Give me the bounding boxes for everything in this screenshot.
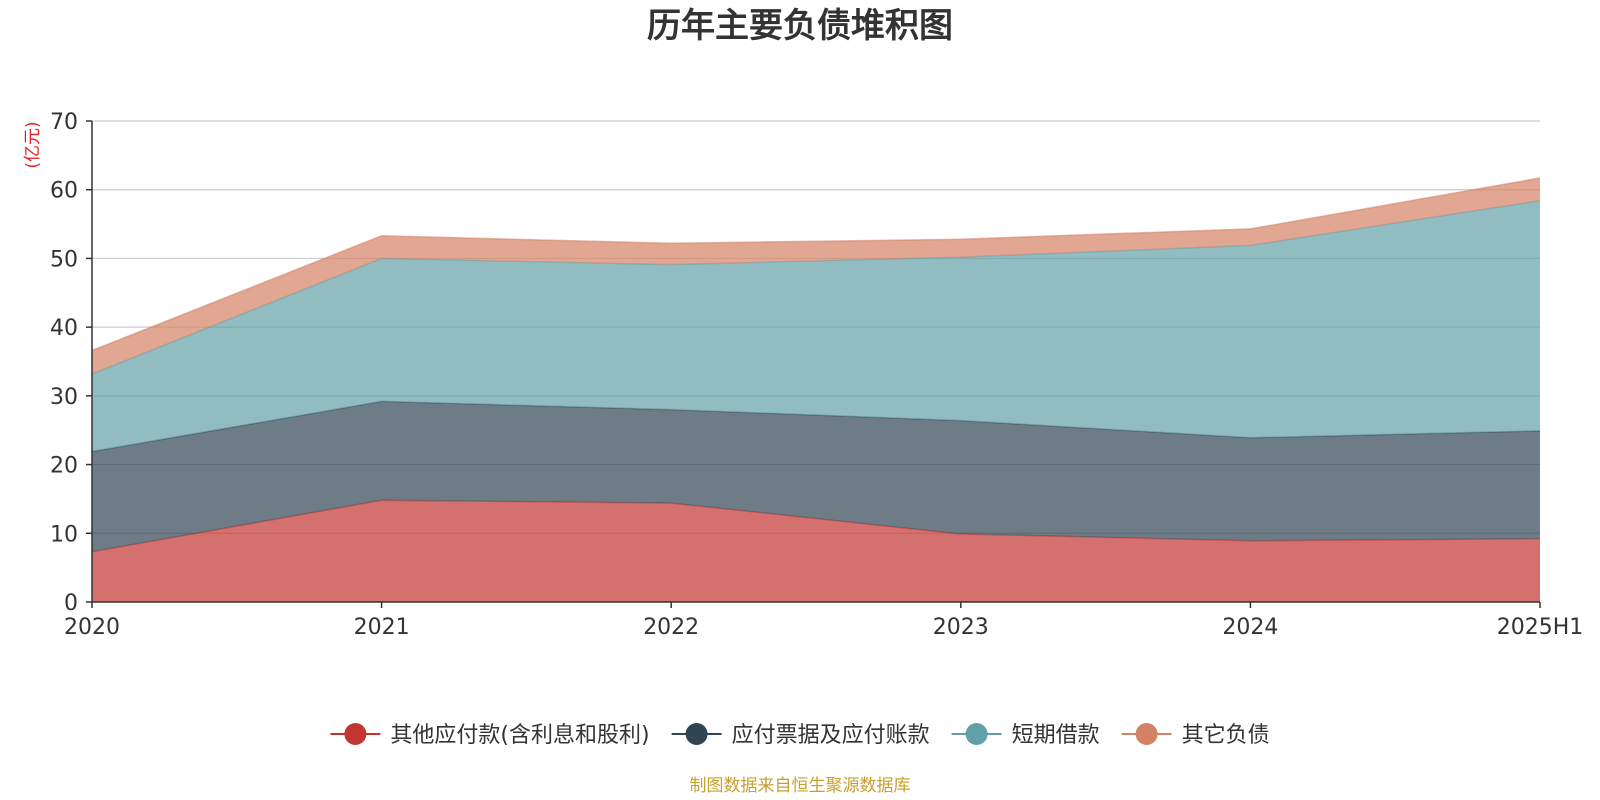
y-tick-label: 60 <box>50 179 78 204</box>
legend-label: 其他应付款(含利息和股利) <box>390 723 649 748</box>
legend-marker <box>685 723 708 745</box>
area-series-3 <box>92 200 1540 452</box>
x-tick-label: 2020 <box>64 615 120 640</box>
source-note: 制图数据来自恒生聚源数据库 <box>690 776 911 796</box>
axes: 0 10 20 30 40 50 60 70 2020 2021 2022 2023 2024 2025H… <box>50 110 1583 640</box>
x-tick-label: 2024 <box>1222 615 1278 640</box>
legend-item-1: 其他应付款(含利息和股利) <box>330 723 650 748</box>
legend-marker <box>965 723 988 745</box>
y-tick-label: 0 <box>64 591 78 616</box>
y-tick-label: 20 <box>50 454 78 479</box>
area-series-1 <box>92 500 1540 602</box>
y-tick-label: 70 <box>50 110 78 135</box>
legend-label: 其它负债 <box>1182 723 1270 748</box>
y-tick-label: 10 <box>50 522 78 547</box>
y-axis-unit: (亿元) <box>23 121 43 168</box>
y-tick-label: 50 <box>50 247 78 272</box>
legend-marker <box>344 723 367 745</box>
x-tick-label: 2021 <box>354 615 410 640</box>
legend-marker <box>1135 723 1158 745</box>
y-tick-label: 40 <box>50 316 78 341</box>
x-tick-label: 2022 <box>643 615 699 640</box>
legend-item-3: 短期借款 <box>951 723 1100 748</box>
legend-label: 应付票据及应付账款 <box>732 723 930 748</box>
x-tick-label: 2023 <box>933 615 989 640</box>
y-tick-label: 30 <box>50 385 78 410</box>
legend-item-2: 应付票据及应付账款 <box>671 723 930 748</box>
series-line-4 <box>91 177 1541 352</box>
x-tick-label: 2025H1 <box>1497 615 1584 640</box>
legend-item-4: 其它负债 <box>1121 723 1270 748</box>
legend-label: 短期借款 <box>1012 723 1100 748</box>
chart-title: 历年主要负债堆积图 <box>647 6 953 46</box>
area-series <box>91 177 1541 602</box>
area-series-2 <box>92 401 1540 552</box>
legend: 其他应付款(含利息和股利) 应付票据及应付账款 短期借款 其它负债 <box>330 723 1270 748</box>
